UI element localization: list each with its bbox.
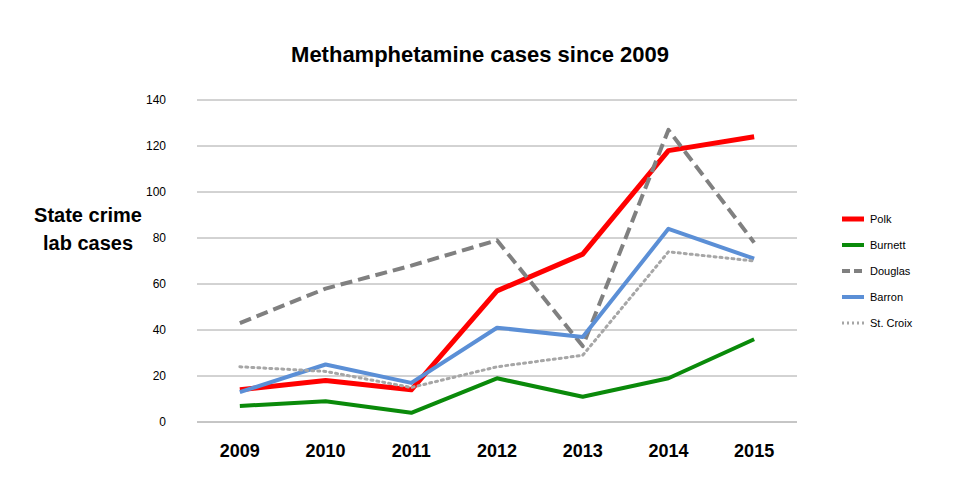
legend-swatch [842, 269, 864, 273]
series-line [240, 130, 754, 346]
series-line [240, 339, 754, 413]
y-axis-label: State crime lab cases [34, 204, 142, 254]
y-tick-label: 140 [146, 93, 166, 107]
y-tick-label: 80 [153, 231, 167, 245]
legend-label: Burnett [870, 239, 905, 251]
legend-swatch [842, 322, 864, 325]
y-tick-label: 100 [146, 185, 166, 199]
chart: Methamphetamine cases since 2009 State cr… [0, 0, 958, 500]
series-line [240, 229, 754, 392]
x-tick-label: 2013 [563, 441, 603, 461]
legend-label: Douglas [870, 265, 911, 277]
legend-swatch [842, 243, 864, 247]
y-axis-label-line: lab cases [43, 232, 133, 254]
grid-line [197, 192, 797, 193]
x-tick-label: 2010 [306, 441, 346, 461]
legend-swatch [842, 295, 864, 299]
grid-line [197, 422, 797, 423]
series-line [240, 252, 754, 388]
grid-line [197, 100, 797, 101]
y-axis-label-line: State crime [34, 204, 142, 226]
x-tick-label: 2012 [477, 441, 517, 461]
grid-line [197, 284, 797, 285]
legend-swatch [842, 217, 864, 222]
y-tick-label: 40 [153, 323, 167, 337]
legend-label: Polk [870, 213, 892, 225]
y-tick-label: 0 [159, 415, 166, 429]
y-tick-label: 120 [146, 139, 166, 153]
lines [240, 130, 754, 413]
x-tick-label: 2011 [392, 441, 431, 461]
legend-label: Barron [870, 291, 903, 303]
series-line [240, 137, 754, 390]
title: Methamphetamine cases since 2009 [291, 42, 669, 67]
legend-label: St. Croix [870, 317, 913, 329]
x-tick-label: 2009 [220, 441, 260, 461]
y-tick-label: 60 [153, 277, 167, 291]
y-tick-label: 20 [153, 369, 167, 383]
x-tick-label: 2015 [734, 441, 774, 461]
x-tick-label: 2014 [648, 441, 688, 461]
